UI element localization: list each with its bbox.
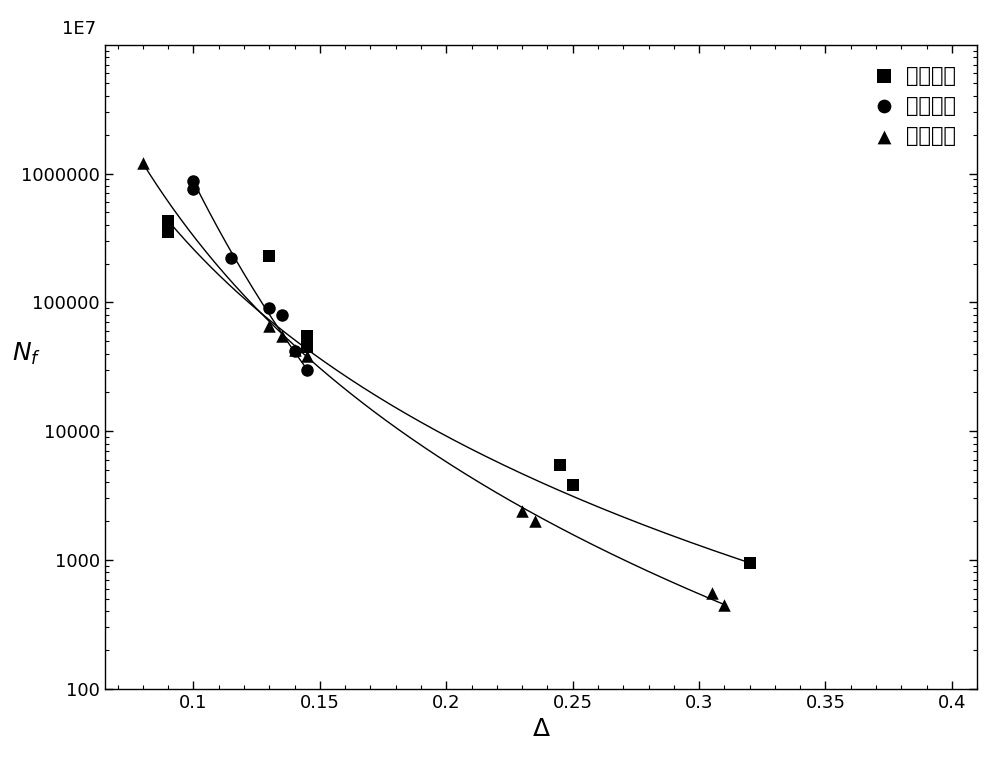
单轴压缩: [274, 309, 290, 321]
单轴压缩: [224, 252, 240, 264]
X-axis label: Δ: Δ: [533, 717, 550, 741]
直接拉伸: [161, 215, 177, 227]
间接拉伸: [717, 598, 733, 610]
间接拉伸: [514, 505, 530, 517]
直接拉伸: [565, 479, 581, 491]
间接拉伸: [299, 351, 315, 363]
间接拉伸: [274, 330, 290, 342]
间接拉伸: [286, 344, 302, 356]
间接拉伸: [135, 157, 151, 169]
单轴压缩: [261, 302, 277, 314]
单轴压缩: [299, 363, 315, 376]
单轴压缩: [186, 183, 202, 195]
单轴压缩: [186, 175, 202, 187]
单轴压缩: [286, 344, 302, 357]
直接拉伸: [299, 330, 315, 342]
Text: 1E7: 1E7: [62, 21, 96, 38]
直接拉伸: [261, 250, 277, 262]
间接拉伸: [261, 320, 277, 332]
Legend: 直接拉伸, 单轴压缩, 间接拉伸: 直接拉伸, 单轴压缩, 间接拉伸: [869, 55, 967, 157]
直接拉伸: [161, 226, 177, 239]
直接拉伸: [299, 341, 315, 353]
直接拉伸: [742, 557, 757, 569]
Y-axis label: $N_f$: $N_f$: [12, 341, 41, 367]
间接拉伸: [527, 515, 543, 527]
直接拉伸: [552, 459, 568, 471]
间接拉伸: [704, 588, 720, 600]
